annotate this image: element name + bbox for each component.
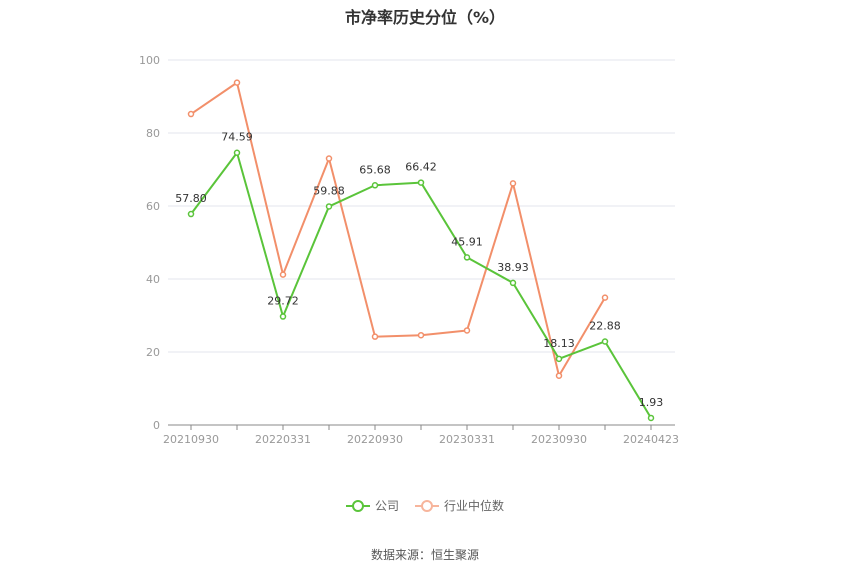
data-point-1 xyxy=(187,110,195,118)
series-line-0 xyxy=(190,151,652,419)
data-point-0 xyxy=(325,203,333,210)
data-point-0 xyxy=(233,149,241,156)
data-point-0 xyxy=(371,182,379,189)
legend-label-company: 公司 xyxy=(374,499,399,513)
data-point-0 xyxy=(463,254,471,261)
x-tick-label: 20230331 xyxy=(439,433,495,446)
x-tick-label: 20240423 xyxy=(623,433,679,446)
data-label: 22.88 xyxy=(589,319,621,332)
data-point-0 xyxy=(417,179,425,186)
data-point-1 xyxy=(463,327,471,334)
y-tick-label: 100 xyxy=(139,54,160,67)
legend-label-industry-median: 行业中位数 xyxy=(444,499,505,513)
legend-item-company[interactable]: 公司 xyxy=(345,497,399,514)
data-label: 65.68 xyxy=(359,163,391,176)
legend-item-industry-median[interactable]: 行业中位数 xyxy=(415,497,504,514)
data-point-1 xyxy=(417,331,425,339)
data-point-1 xyxy=(601,294,609,301)
x-tick-label: 20210930 xyxy=(163,433,219,446)
data-label: 29.72 xyxy=(267,295,299,308)
data-point-0 xyxy=(187,210,195,218)
data-label: 38.93 xyxy=(497,261,529,274)
x-tick-label: 20220930 xyxy=(347,433,403,446)
axes: 0 20 40 60 80 100 20210930 20220331 20220930 2023… xyxy=(139,54,679,446)
data-point-1 xyxy=(233,79,241,86)
x-tick-label: 20230930 xyxy=(531,433,587,446)
y-tick-label: 0 xyxy=(153,419,160,432)
data-point-1 xyxy=(509,180,517,187)
x-tick-label: 20220331 xyxy=(255,433,311,446)
data-point-0 xyxy=(555,355,563,363)
data-label: 66.42 xyxy=(405,161,437,174)
data-point-0 xyxy=(509,279,517,287)
legend-swatch-company xyxy=(345,499,370,513)
data-label: 45.91 xyxy=(451,235,483,248)
y-tick-label: 80 xyxy=(146,127,160,140)
series-line-1 xyxy=(190,81,606,377)
data-label: 1.93 xyxy=(639,396,664,409)
y-tick-label: 60 xyxy=(146,200,160,213)
source-note: 数据来源：恒生聚源 xyxy=(370,548,479,562)
grid-lines xyxy=(168,59,675,353)
line-chart: 0 20 40 60 80 100 20210930 20220331 20220930 2023… xyxy=(139,54,679,446)
data-point-1 xyxy=(279,271,287,278)
legend-swatch-industry-median xyxy=(415,499,439,513)
data-labels: 57.80 74.59 29.72 59.88 65.68 66.42 45.91 38.93… xyxy=(175,131,663,409)
data-label: 59.88 xyxy=(313,184,345,197)
data-label: 57.80 xyxy=(175,192,207,205)
series-layer xyxy=(187,79,655,422)
chart-title: 市净率历史分位（%） xyxy=(344,8,506,27)
data-label: 18.13 xyxy=(543,337,575,350)
data-point-1 xyxy=(371,333,379,340)
data-point-1 xyxy=(325,155,333,162)
legend: 公司 行业中位数 xyxy=(0,497,850,514)
data-point-0 xyxy=(647,414,655,422)
data-point-1 xyxy=(555,372,563,379)
y-tick-label: 20 xyxy=(146,346,160,359)
data-point-0 xyxy=(279,313,287,320)
data-label: 74.59 xyxy=(221,131,253,144)
data-point-0 xyxy=(601,338,609,345)
y-tick-label: 40 xyxy=(146,273,160,286)
